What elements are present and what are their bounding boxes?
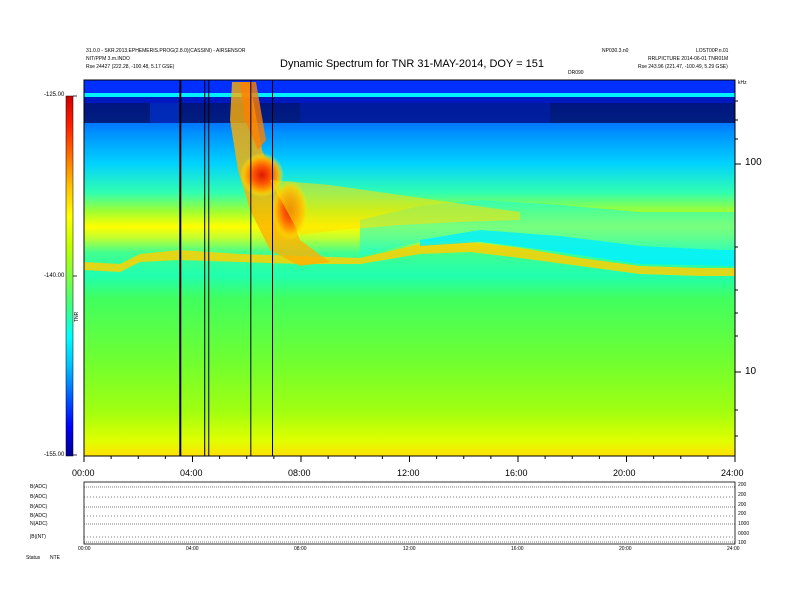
header-left-line1: 31.0.0 - SKR.2013.EPHEMERIS.PROG(2.8.0)(… (86, 48, 246, 54)
time-axis (83, 456, 736, 462)
time-tick-0: 00:00 (72, 468, 95, 478)
ephem-row-label: |B|(NT) (30, 534, 46, 540)
cyan-line (84, 93, 735, 97)
ephem-row-value: 200 (738, 511, 747, 517)
header-right-line1b: LOST00P.n.01 (696, 48, 729, 54)
ephem-row-label: B(ADC) (30, 513, 48, 519)
freq-axis (735, 100, 741, 437)
time-tick-4: 16:00 (505, 468, 528, 478)
time-tick-1: 04:00 (180, 468, 203, 478)
header-right-line1a: NP030.3.n0 (602, 48, 629, 54)
header-right-small: DR090 (568, 70, 584, 76)
ephem-row-label: B(ADC) (30, 484, 48, 490)
ephem-row-value: 100 (738, 540, 747, 546)
ephem-row-value: 200 (738, 502, 747, 508)
freq-tick-10: 10 (745, 366, 757, 377)
header-left-line2: NIT/PPM 3.m.INDO (86, 56, 130, 62)
ephem-row-label: B(ADC) (30, 494, 48, 500)
status-label: Status (26, 555, 41, 561)
ephem-time-tick: 20:00 (619, 546, 632, 552)
dark-band (84, 97, 735, 103)
status-value: NTE (50, 555, 60, 561)
time-tick-2: 08:00 (288, 468, 311, 478)
ephem-time-tick: 24:00 (727, 546, 740, 552)
ephemeris-traces (84, 486, 735, 543)
time-tick-6: 24:00 (721, 468, 744, 478)
spectrum-image (84, 80, 735, 456)
ephem-row-label: N(ADC) (30, 521, 48, 527)
data-gap-lines (179, 80, 274, 456)
chart-title: Dynamic Spectrum for TNR 31-MAY-2014, DO… (280, 58, 545, 70)
ephem-row-value: 200 (738, 492, 747, 498)
header-left-line3: Rse 24427 (222.28, -100.48, 5.17 GSE) (86, 64, 175, 70)
ephem-time-tick: 16:00 (511, 546, 524, 552)
ephem-row-value: 1000 (738, 521, 750, 527)
ephem-time-tick: 12:00 (403, 546, 416, 552)
freq-tick-100: 100 (745, 157, 762, 168)
ephem-time-tick: 04:00 (186, 546, 199, 552)
colorbar-ticks (73, 95, 77, 456)
colorbar-min-label: -155.00 (44, 452, 65, 458)
ephem-time-tick: 00:00 (78, 546, 91, 552)
time-tick-3: 12:00 (397, 468, 420, 478)
ephem-row-value: 200 (738, 482, 747, 488)
colorbar-max-label: -125.00 (44, 92, 65, 98)
header-right-line3: Rse 243.96 (221.47, -100.49, 5.29 GSE) (638, 64, 728, 70)
ephem-row-value: 0000 (738, 531, 750, 537)
time-tick-5: 20:00 (613, 468, 636, 478)
plasma-line (84, 242, 735, 276)
ephem-row-label: B(ADC) (30, 504, 48, 510)
header-right-line2: RRLPICTURE 2014-06-01 TNR01M (648, 56, 729, 62)
freq-unit-label: kHz (738, 80, 747, 86)
ephemeris-frame (83, 481, 736, 545)
colorbar-mid-label: -140.00 (44, 273, 65, 279)
ephem-time-tick: 08:00 (294, 546, 307, 552)
